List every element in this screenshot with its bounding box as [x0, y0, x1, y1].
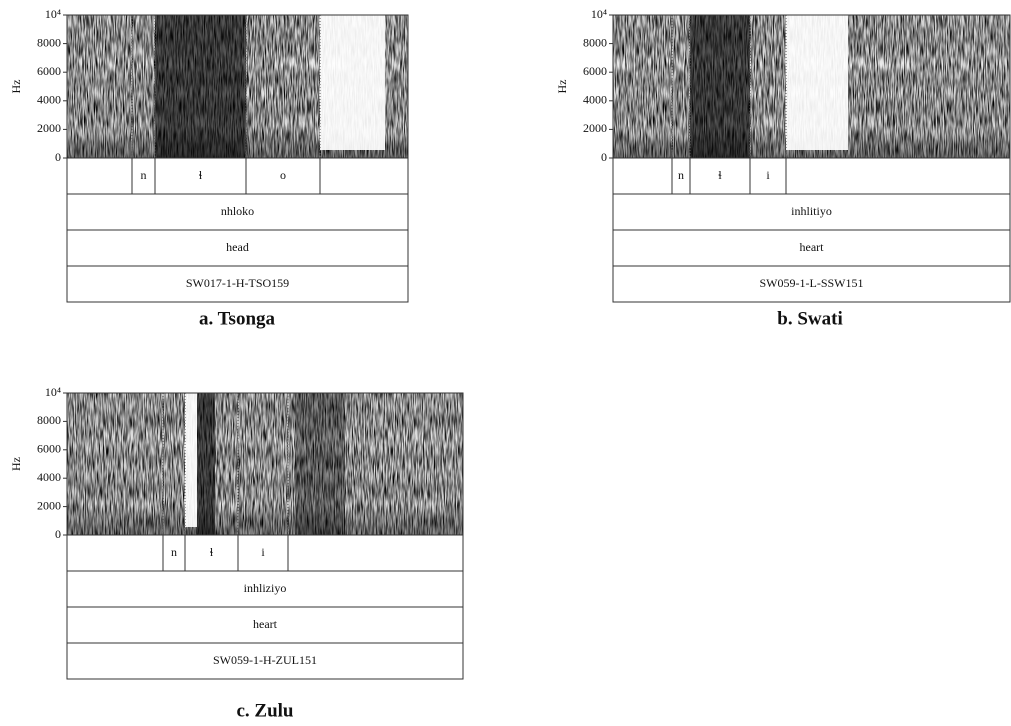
spectrogram-dark — [197, 393, 215, 535]
segment-label: ɬ — [718, 168, 722, 182]
y-tick-label: 2000 — [37, 121, 61, 135]
tier-gloss: heart — [253, 617, 278, 631]
y-tick-label: 4000 — [583, 93, 607, 107]
spectrogram-noise — [67, 393, 463, 535]
tier — [67, 158, 408, 194]
y-tick-label: 0 — [601, 150, 607, 164]
tier — [613, 158, 1010, 194]
y-tick-label: 2000 — [37, 498, 61, 512]
tier-word: inhliziyo — [244, 581, 287, 595]
segment-label: n — [141, 168, 147, 182]
segment-label: ɬ — [199, 168, 203, 182]
segment-label: n — [678, 168, 684, 182]
y-tick-label: 0 — [55, 527, 61, 541]
y-tick-label: 8000 — [37, 35, 61, 49]
y-tick-label: 8000 — [37, 413, 61, 427]
y-axis-label: Hz — [555, 80, 569, 94]
tier — [67, 535, 463, 571]
caption: a. Tsonga — [199, 308, 276, 329]
silence — [320, 15, 385, 150]
y-tick-label: 0 — [55, 150, 61, 164]
caption: b. Swati — [777, 308, 842, 329]
segment-label: n — [171, 545, 177, 559]
y-tick-label: 10⁴ — [45, 385, 61, 399]
y-tick-label: 2000 — [583, 121, 607, 135]
silence — [185, 393, 197, 527]
tier-word: inhlitiyo — [791, 204, 832, 218]
tier-code: SW017-1-H-TSO159 — [186, 276, 289, 290]
spectrogram-dark — [155, 15, 246, 158]
tier-code: SW059-1-L-SSW151 — [760, 276, 864, 290]
segment-label: ɬ — [210, 545, 214, 559]
y-tick-label: 4000 — [37, 470, 61, 484]
segment-label: i — [261, 545, 265, 559]
segment-label: i — [766, 168, 770, 182]
y-tick-label: 10⁴ — [45, 7, 61, 21]
figure: 0 2000 4000 6000 8000 10⁴ Hz n ɬ o nhloko head SW017… — [0, 0, 1011, 726]
spectrogram-dark — [295, 393, 345, 535]
tier-gloss: head — [226, 240, 249, 254]
y-tick-label: 8000 — [583, 35, 607, 49]
y-axis-label: Hz — [9, 457, 23, 471]
tier-gloss: heart — [800, 240, 825, 254]
caption: c. Zulu — [236, 700, 293, 721]
tier-word: nhloko — [221, 204, 254, 218]
y-tick-label: 4000 — [37, 93, 61, 107]
y-axis-label: Hz — [9, 80, 23, 94]
y-tick-label: 6000 — [37, 442, 61, 456]
y-tick-label: 6000 — [583, 64, 607, 78]
y-tick-label: 10⁴ — [591, 7, 607, 21]
tier-code: SW059-1-H-ZUL151 — [213, 653, 317, 667]
silence — [786, 15, 848, 150]
segment-label: o — [280, 168, 286, 182]
y-tick-label: 6000 — [37, 64, 61, 78]
spectrogram-dark — [690, 15, 750, 158]
